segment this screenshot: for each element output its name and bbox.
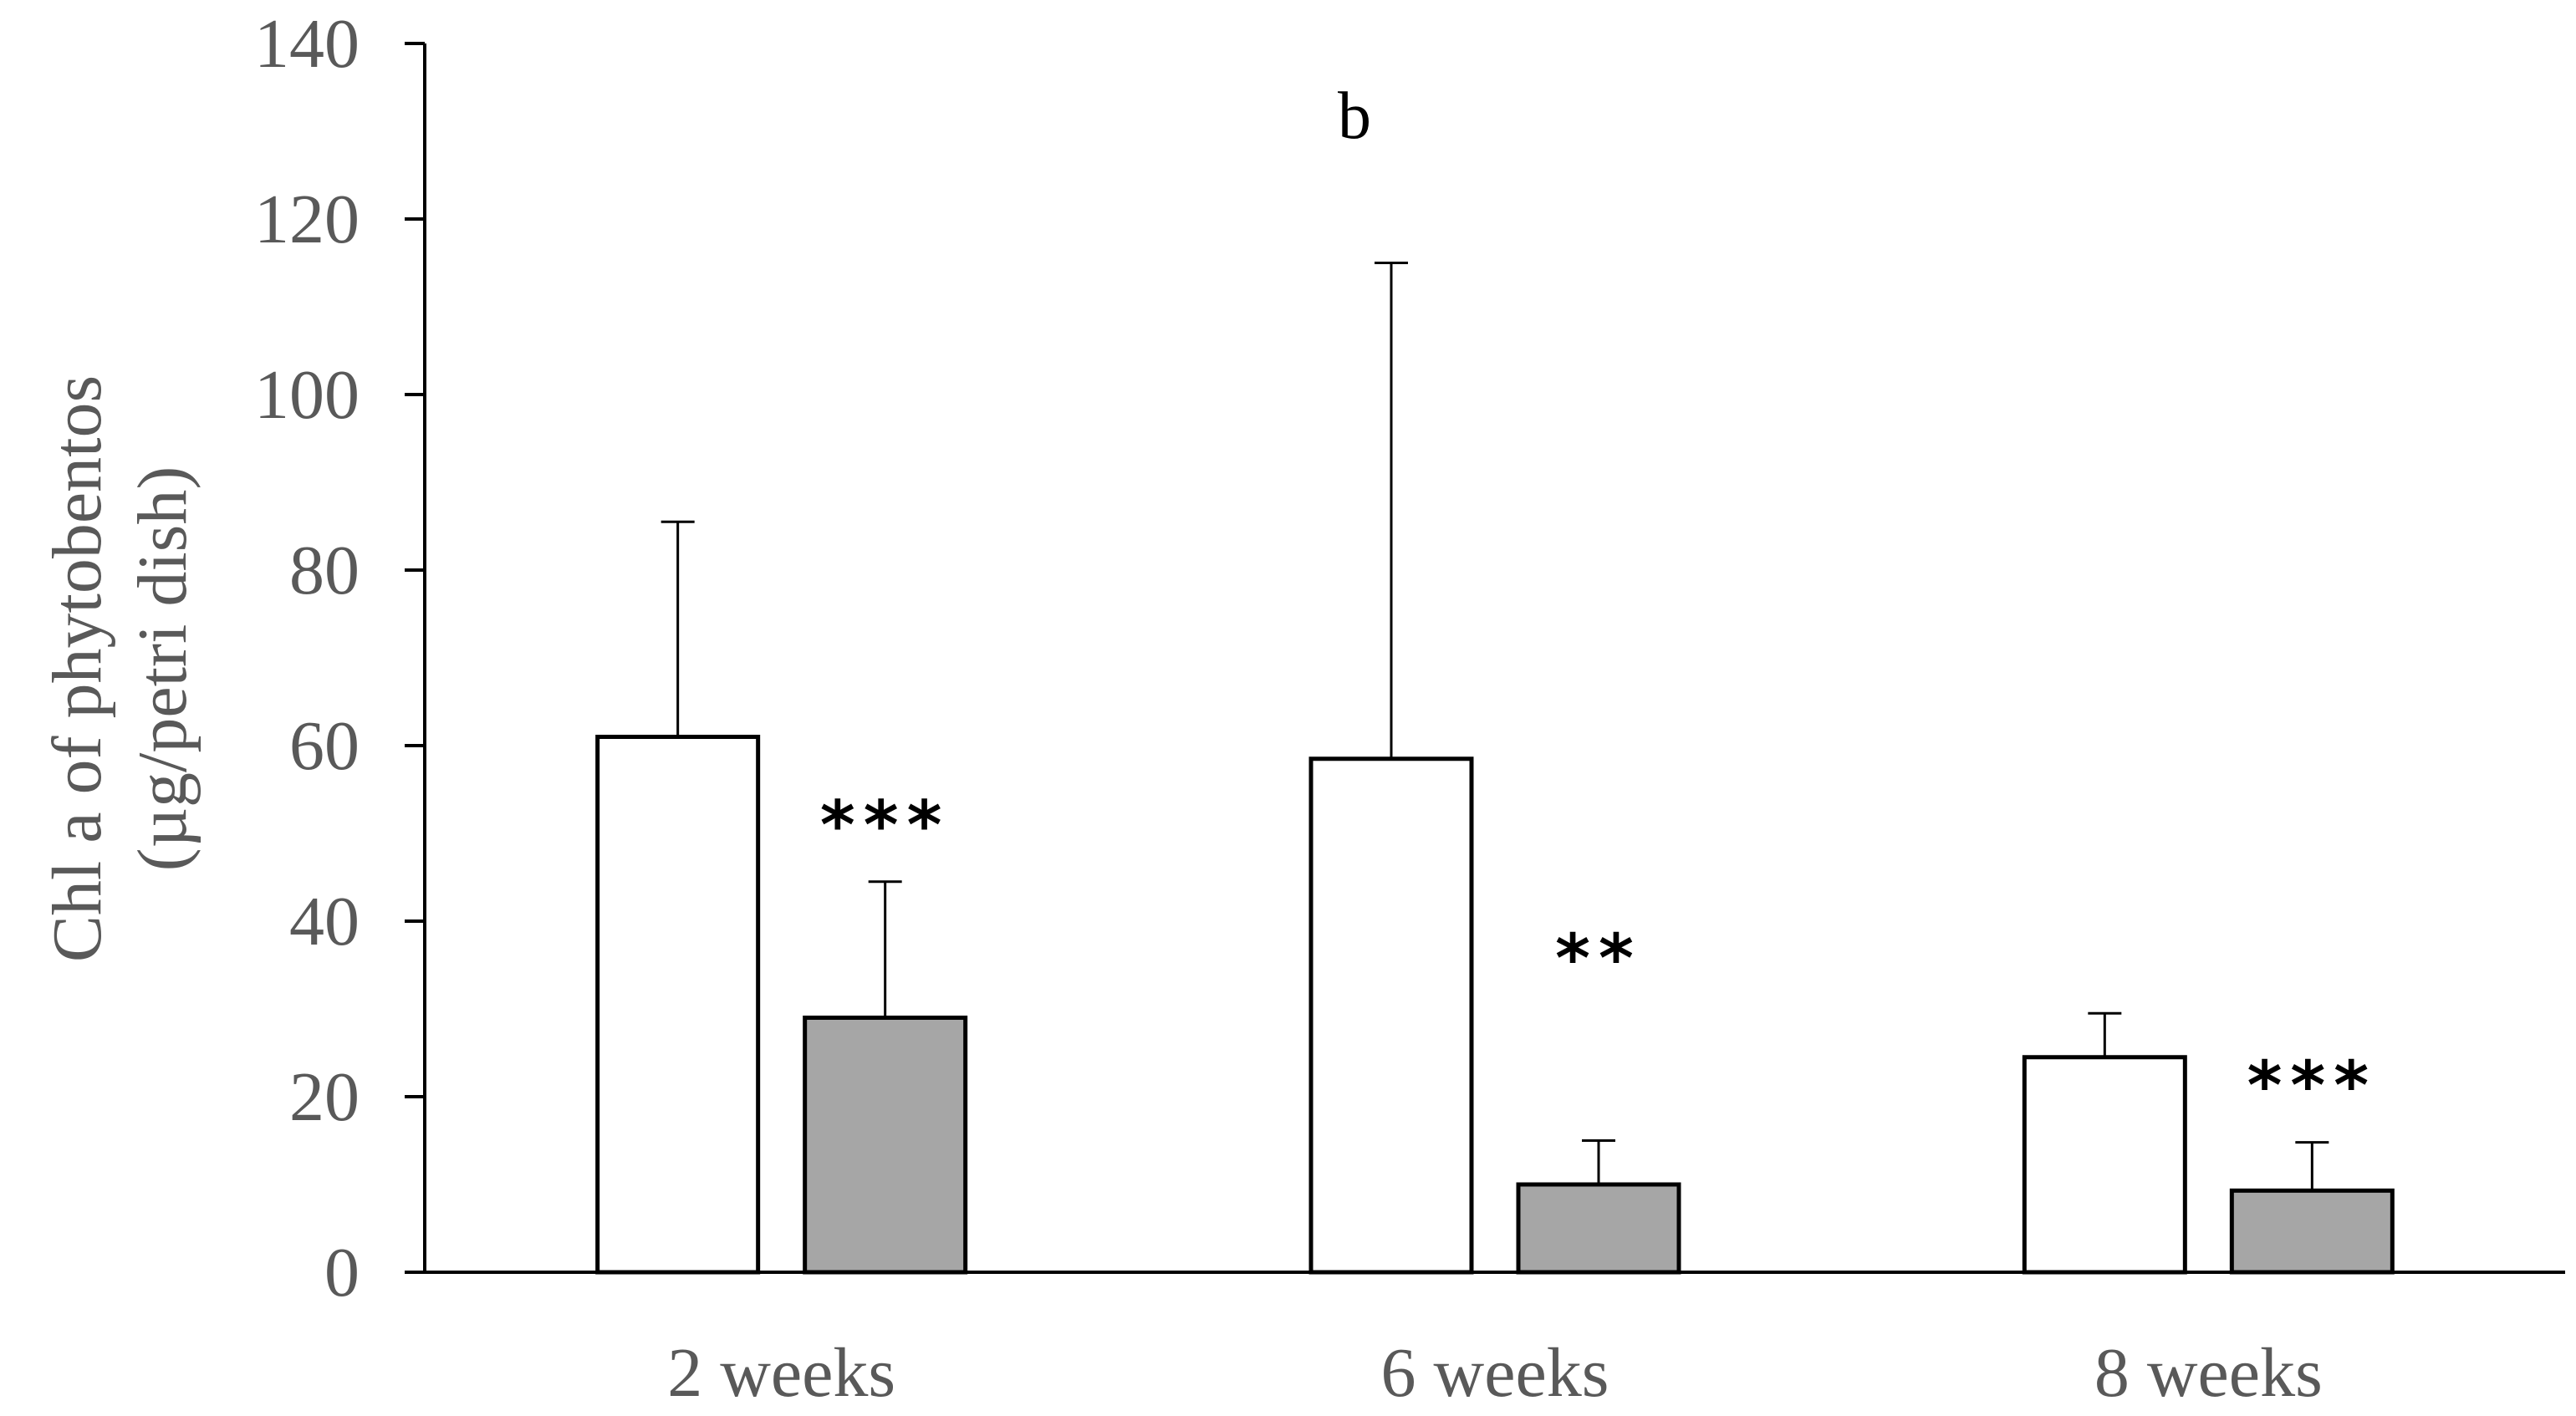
y-tick-label: 0 <box>324 1234 360 1312</box>
y-axis-title: Chl a of phytobentos (µg/petri dish) <box>38 375 201 962</box>
y-tick-label: 60 <box>289 707 360 785</box>
y-tick-label: 20 <box>289 1058 360 1136</box>
y-tick-label: 100 <box>254 356 360 434</box>
significance-label: ** <box>1555 920 1642 998</box>
significance-label: *** <box>820 787 951 864</box>
bars <box>595 735 2395 1275</box>
bar-control <box>2022 1055 2187 1275</box>
x-axis-tick-labels: 2 weeks 6 weeks 8 weeks <box>667 1334 2323 1412</box>
bar-treatment <box>1516 1182 1681 1275</box>
significance-label: *** <box>2247 1047 2378 1125</box>
y-tick-label: 40 <box>289 883 360 960</box>
y-tick-label: 140 <box>254 5 360 83</box>
significance-labels: ******** <box>820 787 2378 1125</box>
bar-control <box>1308 756 1474 1275</box>
bar-treatment <box>2229 1188 2395 1275</box>
y-tick-label: 120 <box>254 181 360 258</box>
x-tick-label: 8 weeks <box>2094 1334 2323 1412</box>
y-tick-label: 80 <box>289 532 360 609</box>
y-axis-title-line1: Chl a of phytobentos <box>38 375 116 962</box>
panel-label: b <box>1338 79 1371 153</box>
x-tick-label: 6 weeks <box>1381 1334 1609 1412</box>
error-bars <box>661 262 2329 1191</box>
x-tick-label: 2 weeks <box>667 1334 895 1412</box>
bar-control <box>595 735 761 1275</box>
y-axis-ticks: 0 20 40 60 80 100 120 140 <box>254 5 425 1312</box>
bar-treatment <box>803 1016 968 1275</box>
y-axis-title-line2: (µg/petri dish) <box>124 466 201 872</box>
